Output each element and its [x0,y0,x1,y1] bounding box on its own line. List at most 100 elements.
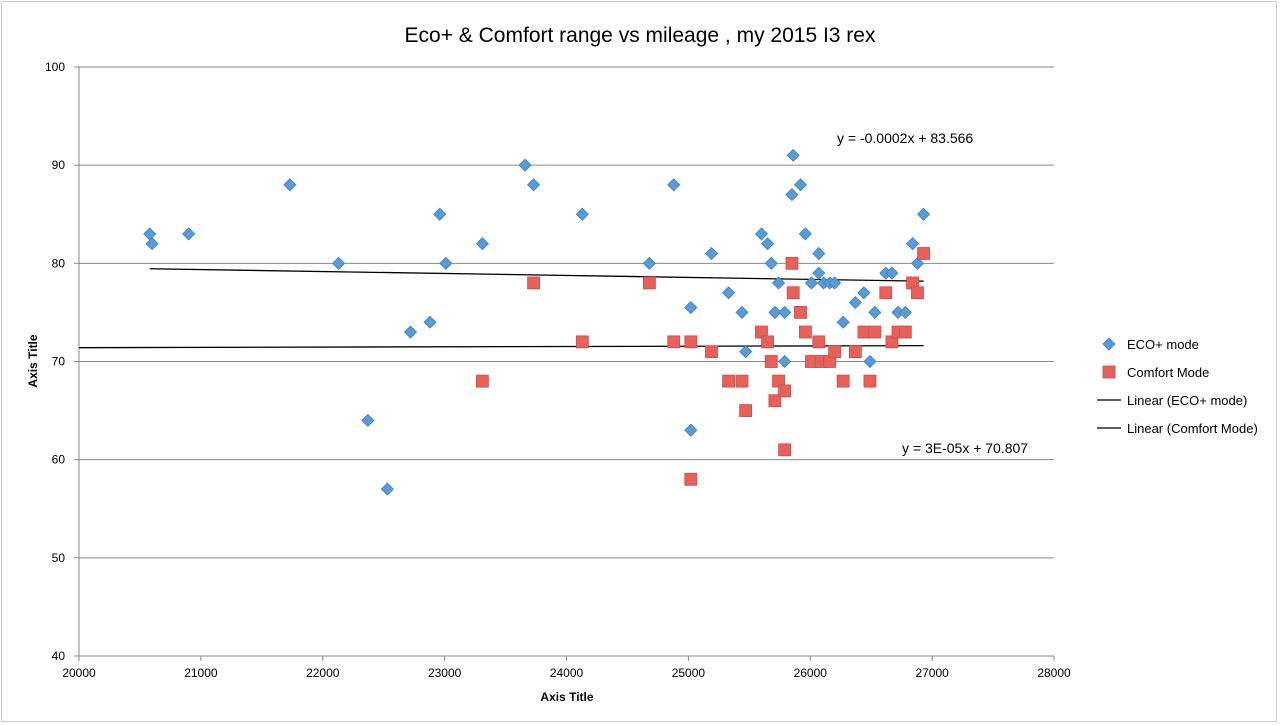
comfort-point [798,325,812,339]
y-tick-label: 50 [52,551,66,565]
y-axis-tick-labels: 40 50 60 70 80 90 100 [45,60,65,663]
eco-point [145,237,159,251]
comfort-point [705,345,718,359]
series-eco-points [143,148,931,496]
eco-point [283,178,297,192]
eco-point [906,237,920,251]
eco-point [785,188,799,202]
comfort-point [786,286,800,300]
comfort-point [768,394,782,408]
y-tick-label: 90 [52,158,66,172]
comfort-point [684,472,698,486]
legend: ECO+ mode Comfort Mode Linear (ECO+ mode… [1097,337,1258,436]
x-tick-label: 27000 [915,666,949,680]
eco-point [863,354,877,369]
comfort-point [857,325,871,339]
eco-point [684,423,698,437]
comfort-point [684,335,698,349]
x-axis-title: Axis Title [540,690,593,704]
eco-point [439,256,453,270]
x-tick-label: 25000 [672,666,706,680]
comfort-point [722,374,735,388]
eco-point [667,178,681,192]
legend-label-trend-comfort: Linear (Comfort Mode) [1127,421,1258,436]
comfort-point [735,374,749,388]
comfort-point [898,325,912,339]
eco-point [475,237,489,251]
gridlines [79,66,1054,559]
eco-point [910,256,925,270]
legend-label-comfort: Comfort Mode [1127,365,1209,380]
y-tick-label: 60 [52,453,66,467]
eco-point [778,354,792,369]
legend-diamond-icon [1102,337,1116,351]
comfort-point [761,335,774,349]
eco-point [898,305,912,319]
comfort-point [868,325,882,339]
x-tick-label: 20000 [62,666,96,680]
comfort-point [828,345,842,359]
eco-point [754,227,769,241]
eco-point [764,256,778,270]
comfort-point [739,404,753,417]
eco-point [836,315,850,329]
comfort-point [527,276,540,290]
comfort-point [917,247,930,260]
eco-point [793,178,808,192]
axes [74,66,1055,661]
comfort-point [848,345,862,359]
comfort-point [642,276,656,290]
eco-point [704,246,719,261]
eco-point [518,158,532,172]
comfort-point [778,443,792,457]
x-tick-label: 24000 [550,666,584,680]
eco-point [684,300,698,315]
eco-point [735,305,749,319]
legend-item-comfort: Comfort Mode [1102,365,1209,380]
legend-item-trend-comfort: Linear (Comfort Mode) [1097,421,1258,436]
y-tick-label: 40 [52,649,66,663]
y-tick-label: 70 [52,355,66,369]
comfort-point [785,256,799,270]
comfort-point [575,335,589,349]
comfort-point [778,384,792,398]
comfort-point [667,335,681,349]
x-tick-label: 26000 [794,666,828,680]
comfort-point [764,355,778,368]
legend-item-eco: ECO+ mode [1102,337,1199,352]
legend-label-eco: ECO+ mode [1127,337,1199,352]
eco-point [798,227,812,241]
comfort-point [879,286,893,300]
trend-eq-eco: y = -0.0002x + 83.566 [837,130,973,146]
eco-point [433,207,447,221]
eco-point [828,276,842,290]
eco-point [143,227,157,241]
x-tick-label: 21000 [184,666,218,680]
eco-point [771,276,786,290]
legend-square-icon [1102,365,1116,379]
legend-label-trend-eco: Linear (ECO+ mode) [1127,393,1247,408]
comfort-point [836,374,850,388]
eco-point [739,345,753,359]
eco-point [642,256,656,270]
eco-point [868,305,882,319]
comfort-point [911,286,924,300]
comfort-point [476,374,489,388]
eco-point [332,256,346,270]
eco-point [812,246,826,261]
trendline [78,344,924,349]
trend-eq-comfort: y = 3E-05x + 70.807 [902,440,1028,456]
eco-point [182,227,196,241]
eco-point [380,482,394,496]
eco-point [761,237,775,251]
eco-point [575,207,589,221]
comfort-point [812,335,826,349]
eco-point [857,286,871,300]
eco-point [812,266,826,280]
eco-point [778,305,792,319]
comfort-point [863,374,877,388]
y-tick-label: 100 [45,60,65,74]
x-axis-tick-labels: 20000 21000 22000 23000 24000 25000 26000 27000… [62,666,1071,680]
eco-point [768,305,782,319]
